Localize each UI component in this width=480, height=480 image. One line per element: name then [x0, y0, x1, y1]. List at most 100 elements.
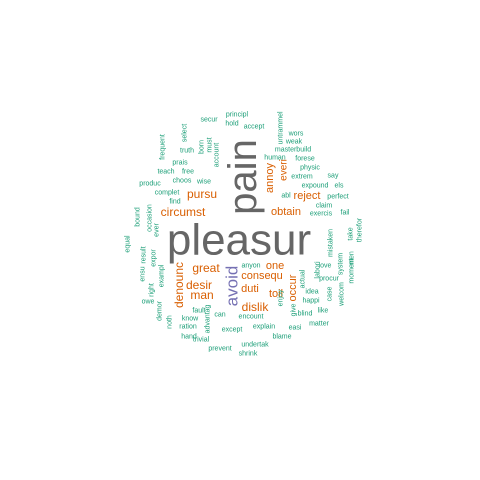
word-avoid: avoid	[223, 266, 242, 307]
word-enjoy: enjoy	[278, 289, 285, 306]
word-free: free	[182, 169, 194, 176]
word-happi: happi	[302, 298, 320, 305]
word-account: account	[214, 143, 221, 168]
word-case: case	[327, 287, 334, 302]
word-shrink: shrink	[239, 351, 258, 358]
word-give: give	[291, 303, 298, 316]
word-equal: equal	[125, 235, 132, 253]
word-weak: weak	[285, 139, 303, 146]
word-result: result	[141, 246, 148, 263]
word-els: els	[335, 183, 344, 190]
word-ensu: ensu	[140, 266, 147, 281]
word-duti: duti	[241, 283, 259, 295]
word-pursu: pursu	[187, 187, 217, 201]
word-one: one	[266, 260, 284, 272]
word-exercis: exercis	[310, 211, 333, 218]
word-dislik: dislik	[242, 300, 270, 314]
word-undertak: undertak	[241, 342, 269, 349]
word-forese: forese	[295, 156, 315, 163]
word-man: man	[190, 288, 213, 302]
word-fail: fail	[341, 210, 350, 217]
word-expound: expound	[302, 183, 329, 190]
word-masterbuild: masterbuild	[275, 147, 311, 154]
word-say: say	[328, 173, 339, 180]
word-fault: fault	[192, 308, 205, 315]
word-occur: occur	[287, 274, 299, 301]
word-principl: principl	[226, 112, 249, 119]
word-trivial: trivial	[193, 337, 210, 344]
word-love: love	[319, 263, 332, 270]
word-denounc: denounc	[172, 262, 186, 308]
word-advantag: advantag	[205, 304, 212, 333]
word-blame: blame	[272, 334, 291, 341]
word-wors: wors	[288, 131, 304, 138]
word-born: born	[199, 140, 206, 154]
word-men: men	[349, 251, 356, 265]
word-toil: toil	[269, 288, 283, 300]
word-extrem: extrem	[291, 174, 313, 181]
word-expor: expor	[151, 249, 158, 267]
word-therefor: therefor	[357, 217, 364, 242]
word-prevent: prevent	[208, 346, 231, 353]
word-right: right	[149, 283, 156, 297]
word-circumst: circumst	[161, 205, 206, 219]
word-matter: matter	[309, 321, 330, 328]
word-human: human	[264, 155, 286, 162]
word-choos: choos	[173, 178, 192, 185]
word-claim: claim	[316, 203, 333, 210]
word-ever: ever	[154, 223, 161, 237]
word-find: find	[169, 199, 180, 206]
word-desir: desir	[186, 278, 212, 292]
word-blind: blind	[298, 311, 313, 318]
word-moment: moment	[349, 258, 356, 283]
word-reject: reject	[294, 190, 321, 202]
word-take: take	[348, 227, 355, 240]
word-produc: produc	[139, 181, 161, 188]
word-pleasur: pleasur	[167, 216, 311, 265]
word-obtain: obtain	[271, 206, 301, 218]
word-consequ: consequ	[241, 270, 283, 282]
word-can: can	[214, 312, 225, 319]
word-actual: actual	[300, 269, 307, 288]
word-pain: pain	[221, 139, 265, 215]
word-accept: accept	[244, 124, 265, 131]
word-like: like	[318, 308, 329, 315]
word-noth: noth	[167, 315, 174, 329]
word-labori: labori	[315, 261, 322, 279]
word-everi: everi	[279, 159, 290, 181]
word-exampl: exampl	[159, 264, 166, 287]
word-procur: procur	[319, 276, 340, 283]
word-except: except	[222, 327, 243, 334]
word-must: must	[207, 137, 214, 152]
word-abl: abl	[281, 193, 291, 200]
word-ration: ration	[179, 324, 197, 331]
word-mistaken: mistaken	[328, 229, 335, 257]
word-system: system	[338, 253, 345, 275]
word-easi: easi	[289, 325, 302, 332]
word-frequent: frequent	[160, 134, 167, 160]
word-annoy: annoy	[264, 163, 276, 193]
word-untrammel: untrammel	[278, 111, 285, 145]
word-encount: encount	[239, 314, 264, 321]
word-hold: hold	[225, 121, 238, 128]
word-welcom: welcom	[339, 282, 346, 307]
word-perfect: perfect	[327, 194, 348, 201]
word-hand: hand	[181, 334, 197, 341]
word-teach: teach	[157, 169, 174, 176]
word-explain: explain	[253, 324, 275, 331]
word-truth: truth	[180, 148, 194, 155]
word-select: select	[182, 124, 189, 142]
word-demor: demor	[157, 300, 164, 321]
word-secur: secur	[200, 117, 218, 124]
word-complet: complet	[155, 190, 180, 197]
word-occasion: occasion	[147, 204, 154, 232]
word-prais: prais	[172, 160, 188, 167]
word-idea: idea	[305, 289, 318, 296]
word-bound: bound	[135, 207, 142, 227]
word-know: know	[182, 316, 199, 323]
word-great: great	[192, 261, 220, 275]
word-anyon: anyon	[241, 263, 260, 270]
word-owe: owe	[142, 299, 155, 306]
